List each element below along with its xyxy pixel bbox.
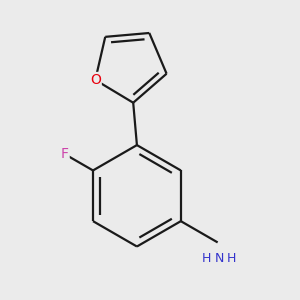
Text: F: F: [61, 147, 69, 161]
Text: H: H: [202, 252, 212, 265]
Text: O: O: [90, 73, 101, 87]
Text: N: N: [214, 252, 224, 265]
Text: H: H: [227, 252, 236, 265]
